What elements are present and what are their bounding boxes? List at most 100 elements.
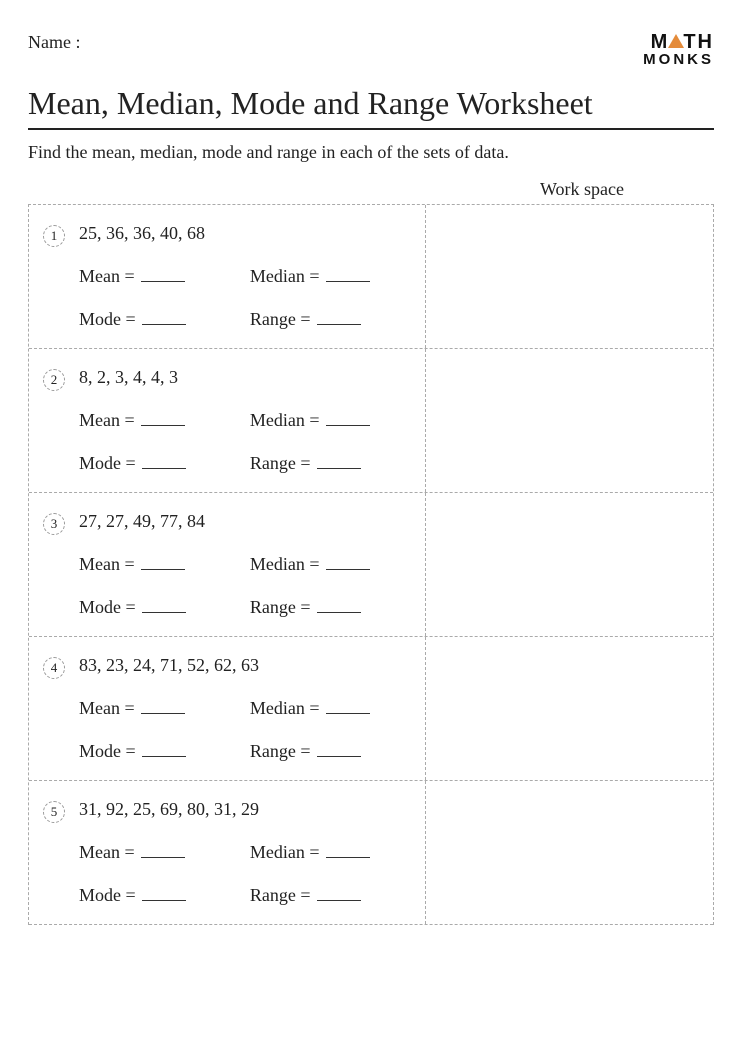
question-cell: 4 83, 23, 24, 71, 52, 62, 63 Mean = Medi… (29, 637, 426, 780)
answers-grid: Mean = Median = Mode = Range = (79, 842, 413, 906)
median-field: Median = (250, 554, 413, 575)
mode-field: Mode = (79, 453, 242, 474)
name-label: Name : (28, 32, 80, 53)
mode-label: Mode = (79, 885, 136, 905)
median-label: Median = (250, 554, 320, 574)
instruction-text: Find the mean, median, mode and range in… (28, 142, 714, 163)
answers-grid: Mean = Median = Mode = Range = (79, 554, 413, 618)
question-number: 4 (43, 657, 65, 679)
median-field: Median = (250, 410, 413, 431)
median-blank[interactable] (326, 556, 370, 570)
range-field: Range = (250, 885, 413, 906)
range-label: Range = (250, 741, 311, 761)
mean-blank[interactable] (141, 556, 185, 570)
mode-field: Mode = (79, 885, 242, 906)
logo: MTH MONKS (643, 32, 714, 67)
range-label: Range = (250, 453, 311, 473)
question-number: 3 (43, 513, 65, 535)
workspace-cell[interactable] (426, 637, 713, 780)
question-row: 4 83, 23, 24, 71, 52, 62, 63 Mean = Medi… (29, 637, 713, 781)
workspace-cell[interactable] (426, 205, 713, 348)
median-blank[interactable] (326, 700, 370, 714)
mode-blank[interactable] (142, 887, 186, 901)
mean-label: Mean = (79, 698, 135, 718)
range-label: Range = (250, 309, 311, 329)
question-row: 1 25, 36, 36, 40, 68 Mean = Median = Mod… (29, 205, 713, 349)
mode-field: Mode = (79, 741, 242, 762)
question-cell: 2 8, 2, 3, 4, 4, 3 Mean = Median = Mode … (29, 349, 426, 492)
logo-text-th: TH (683, 31, 714, 53)
mode-blank[interactable] (142, 743, 186, 757)
workspace-cell[interactable] (426, 493, 713, 636)
question-cell: 1 25, 36, 36, 40, 68 Mean = Median = Mod… (29, 205, 426, 348)
mean-field: Mean = (79, 554, 242, 575)
mode-label: Mode = (79, 309, 136, 329)
range-label: Range = (250, 885, 311, 905)
range-label: Range = (250, 597, 311, 617)
question-number: 5 (43, 801, 65, 823)
mode-blank[interactable] (142, 599, 186, 613)
range-field: Range = (250, 453, 413, 474)
range-field: Range = (250, 309, 413, 330)
mode-label: Mode = (79, 741, 136, 761)
header-row: Name : MTH MONKS (28, 32, 714, 67)
question-body: 8, 2, 3, 4, 4, 3 Mean = Median = Mode = … (79, 367, 413, 474)
median-label: Median = (250, 698, 320, 718)
range-field: Range = (250, 597, 413, 618)
question-body: 27, 27, 49, 77, 84 Mean = Median = Mode … (79, 511, 413, 618)
mean-blank[interactable] (141, 412, 185, 426)
median-field: Median = (250, 698, 413, 719)
question-row: 3 27, 27, 49, 77, 84 Mean = Median = Mod… (29, 493, 713, 637)
mode-blank[interactable] (142, 455, 186, 469)
median-blank[interactable] (326, 268, 370, 282)
dataset-text: 25, 36, 36, 40, 68 (79, 223, 413, 244)
mode-field: Mode = (79, 597, 242, 618)
mode-label: Mode = (79, 453, 136, 473)
range-blank[interactable] (317, 311, 361, 325)
median-label: Median = (250, 410, 320, 430)
mean-label: Mean = (79, 266, 135, 286)
mean-blank[interactable] (141, 844, 185, 858)
mean-field: Mean = (79, 266, 242, 287)
dataset-text: 31, 92, 25, 69, 80, 31, 29 (79, 799, 413, 820)
mode-field: Mode = (79, 309, 242, 330)
mean-blank[interactable] (141, 268, 185, 282)
question-row: 5 31, 92, 25, 69, 80, 31, 29 Mean = Medi… (29, 781, 713, 925)
question-body: 83, 23, 24, 71, 52, 62, 63 Mean = Median… (79, 655, 413, 762)
mode-label: Mode = (79, 597, 136, 617)
mean-label: Mean = (79, 842, 135, 862)
range-blank[interactable] (317, 743, 361, 757)
workspace-label: Work space (28, 179, 714, 200)
answers-grid: Mean = Median = Mode = Range = (79, 266, 413, 330)
median-label: Median = (250, 842, 320, 862)
question-number: 1 (43, 225, 65, 247)
median-blank[interactable] (326, 844, 370, 858)
mean-label: Mean = (79, 554, 135, 574)
answers-grid: Mean = Median = Mode = Range = (79, 698, 413, 762)
logo-line2: MONKS (643, 52, 714, 67)
page-title: Mean, Median, Mode and Range Worksheet (28, 85, 714, 130)
mean-blank[interactable] (141, 700, 185, 714)
range-field: Range = (250, 741, 413, 762)
dataset-text: 8, 2, 3, 4, 4, 3 (79, 367, 413, 388)
range-blank[interactable] (317, 455, 361, 469)
triangle-icon (668, 34, 684, 48)
mean-label: Mean = (79, 410, 135, 430)
median-blank[interactable] (326, 412, 370, 426)
workspace-cell[interactable] (426, 349, 713, 492)
range-blank[interactable] (317, 887, 361, 901)
mean-field: Mean = (79, 410, 242, 431)
answers-grid: Mean = Median = Mode = Range = (79, 410, 413, 474)
median-label: Median = (250, 266, 320, 286)
workspace-cell[interactable] (426, 781, 713, 924)
mean-field: Mean = (79, 842, 242, 863)
mode-blank[interactable] (142, 311, 186, 325)
median-field: Median = (250, 266, 413, 287)
dataset-text: 27, 27, 49, 77, 84 (79, 511, 413, 532)
median-field: Median = (250, 842, 413, 863)
dataset-text: 83, 23, 24, 71, 52, 62, 63 (79, 655, 413, 676)
question-body: 31, 92, 25, 69, 80, 31, 29 Mean = Median… (79, 799, 413, 906)
question-row: 2 8, 2, 3, 4, 4, 3 Mean = Median = Mode … (29, 349, 713, 493)
logo-line1: MTH (643, 32, 714, 52)
range-blank[interactable] (317, 599, 361, 613)
